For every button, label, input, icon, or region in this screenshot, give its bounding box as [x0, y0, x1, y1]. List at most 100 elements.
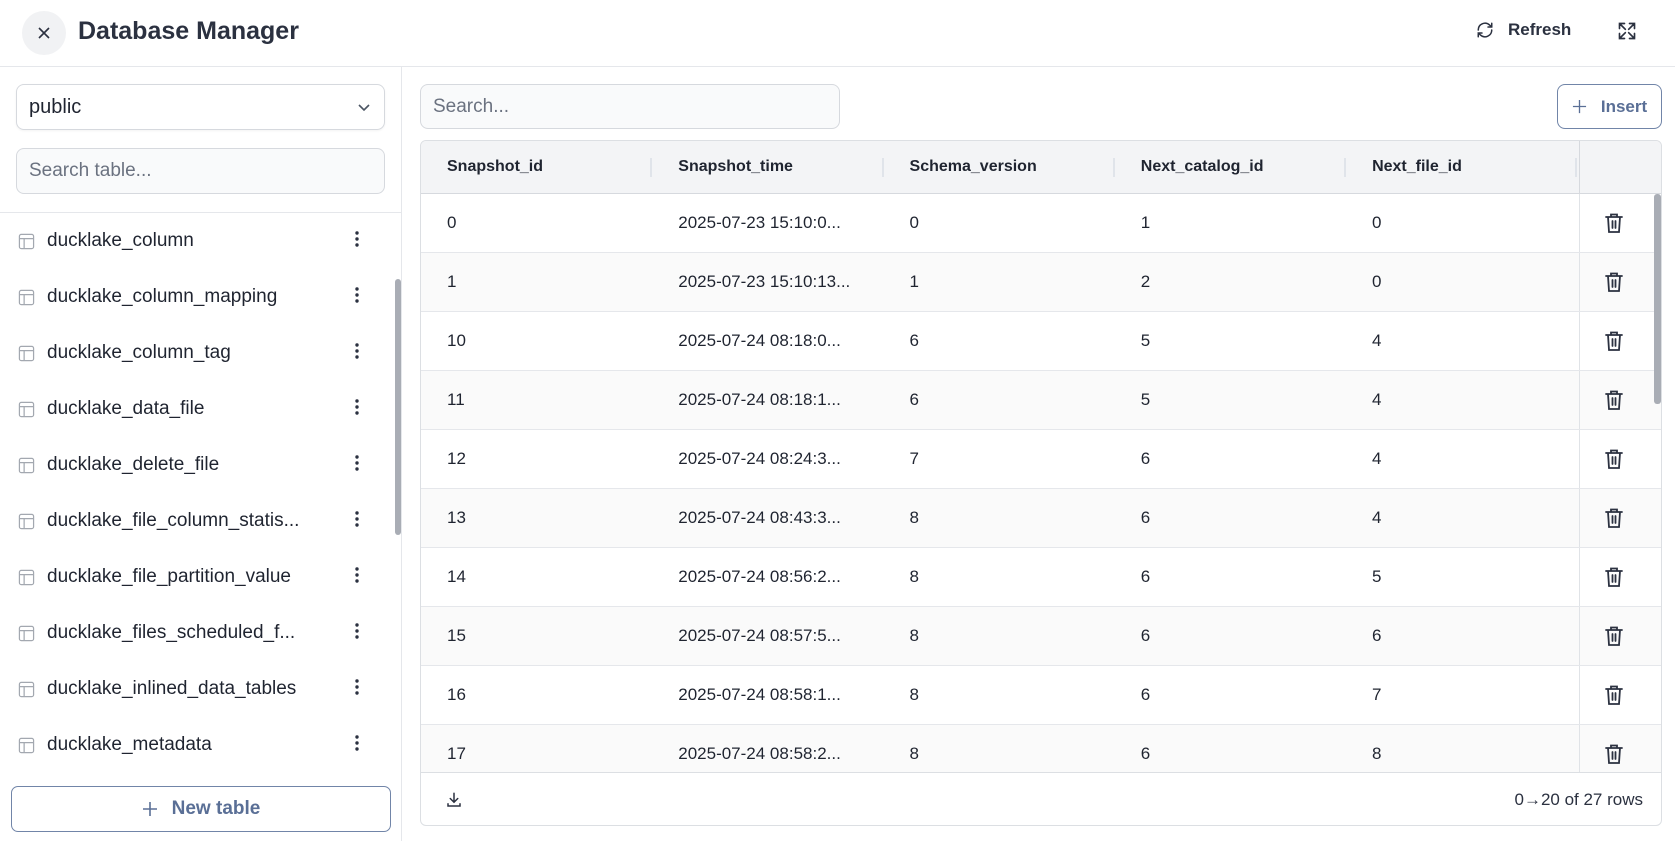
- table-cell[interactable]: 10: [447, 331, 466, 350]
- table-cell[interactable]: 6: [1140, 567, 1151, 586]
- row-search-input[interactable]: [420, 84, 840, 129]
- delete-row-button[interactable]: [1579, 430, 1661, 488]
- table-cell[interactable]: 2025-07-24 08:56:2...: [678, 567, 841, 586]
- table-cell[interactable]: 5: [1372, 567, 1382, 586]
- table-options-button[interactable]: [354, 285, 360, 310]
- new-table-button[interactable]: New table: [11, 786, 391, 832]
- table-list-item[interactable]: ducklake_column_tag: [0, 325, 402, 381]
- table-cell[interactable]: 1: [909, 272, 919, 291]
- download-icon[interactable]: [445, 791, 463, 809]
- refresh-button[interactable]: Refresh: [1476, 20, 1571, 40]
- table-list-item[interactable]: ducklake_file_column_statis...: [0, 493, 402, 549]
- table-cell[interactable]: 0: [1372, 213, 1382, 232]
- table-options-button[interactable]: [354, 453, 360, 478]
- table-list-item[interactable]: ducklake_data_file: [0, 381, 402, 437]
- delete-row-button[interactable]: [1579, 253, 1661, 311]
- delete-row-button[interactable]: [1579, 371, 1661, 429]
- table-cell[interactable]: 2025-07-24 08:58:1...: [678, 685, 841, 704]
- table-cell[interactable]: 12: [447, 449, 466, 468]
- table-cell[interactable]: 6: [1372, 626, 1382, 645]
- table-row[interactable]: 17 2025-07-24 08:58:2... 8 6 8: [421, 725, 1661, 772]
- table-row[interactable]: 16 2025-07-24 08:58:1... 8 6 7: [421, 666, 1661, 725]
- delete-row-button[interactable]: [1579, 607, 1661, 665]
- column-header[interactable]: Schema_version: [884, 141, 1116, 193]
- table-cell[interactable]: 2025-07-24 08:24:3...: [678, 449, 841, 468]
- table-cell[interactable]: 15: [447, 626, 466, 645]
- table-cell[interactable]: 6: [1140, 744, 1151, 763]
- table-cell[interactable]: 8: [909, 685, 919, 704]
- delete-row-button[interactable]: [1579, 489, 1661, 547]
- table-cell[interactable]: 4: [1372, 449, 1382, 468]
- table-row[interactable]: 14 2025-07-24 08:56:2... 8 6 5: [421, 548, 1661, 607]
- insert-button[interactable]: Insert: [1557, 84, 1662, 129]
- table-cell[interactable]: 14: [447, 567, 466, 586]
- table-cell[interactable]: 5: [1140, 390, 1151, 409]
- table-row[interactable]: 11 2025-07-24 08:18:1... 6 5 4: [421, 371, 1661, 430]
- close-button[interactable]: [22, 11, 66, 55]
- table-cell[interactable]: 4: [1372, 331, 1382, 350]
- table-scrollbar[interactable]: [1654, 194, 1661, 404]
- table-cell[interactable]: 0: [447, 213, 457, 232]
- column-header[interactable]: Next_catalog_id: [1115, 141, 1347, 193]
- column-header[interactable]: Next_file_id: [1346, 141, 1578, 193]
- column-header[interactable]: Snapshot_id: [421, 141, 653, 193]
- table-cell[interactable]: 6: [909, 390, 919, 409]
- table-list-item[interactable]: ducklake_files_scheduled_f...: [0, 605, 402, 661]
- table-cell[interactable]: 16: [447, 685, 466, 704]
- table-cell[interactable]: 6: [1140, 626, 1151, 645]
- table-options-button[interactable]: [354, 509, 360, 534]
- table-cell[interactable]: 6: [1140, 508, 1151, 527]
- table-cell[interactable]: 8: [909, 626, 919, 645]
- table-cell[interactable]: 2025-07-24 08:18:1...: [678, 390, 841, 409]
- table-list-item[interactable]: ducklake_column_mapping: [0, 269, 402, 325]
- table-options-button[interactable]: [354, 565, 360, 590]
- table-row[interactable]: 12 2025-07-24 08:24:3... 7 6 4: [421, 430, 1661, 489]
- table-row[interactable]: 13 2025-07-24 08:43:3... 8 6 4: [421, 489, 1661, 548]
- table-cell[interactable]: 2025-07-23 15:10:0...: [678, 213, 841, 232]
- sidebar-scrollbar[interactable]: [395, 279, 401, 535]
- table-cell[interactable]: 4: [1372, 390, 1382, 409]
- table-cell[interactable]: 1: [447, 272, 457, 291]
- delete-row-button[interactable]: [1579, 666, 1661, 724]
- table-cell[interactable]: 8: [909, 508, 919, 527]
- table-cell[interactable]: 17: [447, 744, 466, 763]
- table-options-button[interactable]: [354, 621, 360, 646]
- table-cell[interactable]: 2025-07-24 08:57:5...: [678, 626, 841, 645]
- table-cell[interactable]: 2: [1140, 272, 1151, 291]
- table-cell[interactable]: 0: [909, 213, 919, 232]
- table-cell[interactable]: 6: [1140, 449, 1151, 468]
- table-options-button[interactable]: [354, 397, 360, 422]
- table-row[interactable]: 10 2025-07-24 08:18:0... 6 5 4: [421, 312, 1661, 371]
- table-cell[interactable]: 7: [909, 449, 919, 468]
- table-cell[interactable]: 6: [1140, 685, 1151, 704]
- table-cell[interactable]: 5: [1140, 331, 1151, 350]
- delete-row-button[interactable]: [1579, 194, 1661, 252]
- table-list-item[interactable]: ducklake_inlined_data_tables: [0, 661, 402, 717]
- schema-select[interactable]: public: [16, 84, 385, 130]
- table-list-item[interactable]: ducklake_file_partition_value: [0, 549, 402, 605]
- table-cell[interactable]: 7: [1372, 685, 1382, 704]
- table-options-button[interactable]: [354, 733, 360, 758]
- delete-row-button[interactable]: [1579, 725, 1661, 772]
- table-options-button[interactable]: [354, 229, 360, 254]
- table-cell[interactable]: 8: [909, 567, 919, 586]
- table-cell[interactable]: 2025-07-24 08:58:2...: [678, 744, 841, 763]
- table-row[interactable]: 15 2025-07-24 08:57:5... 8 6 6: [421, 607, 1661, 666]
- table-row[interactable]: 0 2025-07-23 15:10:0... 0 1 0: [421, 194, 1661, 253]
- table-cell[interactable]: 11: [447, 390, 465, 409]
- table-search-input[interactable]: [16, 148, 385, 194]
- table-options-button[interactable]: [354, 677, 360, 702]
- table-cell[interactable]: 8: [909, 744, 919, 763]
- table-cell[interactable]: 1: [1140, 213, 1151, 232]
- table-cell[interactable]: 2025-07-24 08:43:3...: [678, 508, 841, 527]
- table-cell[interactable]: 2025-07-23 15:10:13...: [678, 272, 851, 291]
- table-cell[interactable]: 8: [1372, 744, 1382, 763]
- fullscreen-button[interactable]: [1617, 21, 1637, 46]
- delete-row-button[interactable]: [1579, 548, 1661, 606]
- table-cell[interactable]: 4: [1372, 508, 1382, 527]
- table-row[interactable]: 1 2025-07-23 15:10:13... 1 2 0: [421, 253, 1661, 312]
- table-cell[interactable]: 0: [1372, 272, 1382, 291]
- table-list-item[interactable]: ducklake_metadata: [0, 717, 402, 772]
- table-cell[interactable]: 2025-07-24 08:18:0...: [678, 331, 841, 350]
- delete-row-button[interactable]: [1579, 312, 1661, 370]
